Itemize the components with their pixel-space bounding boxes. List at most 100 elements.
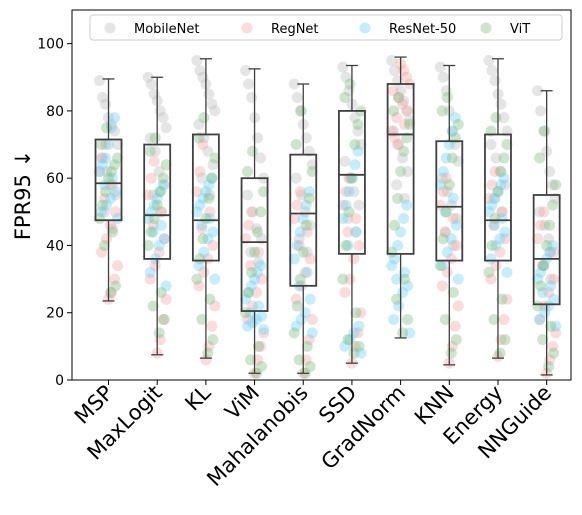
- data-point: [290, 320, 302, 332]
- data-point: [242, 313, 254, 325]
- data-point: [107, 179, 119, 191]
- legend-marker: [480, 22, 492, 34]
- data-point: [209, 152, 221, 164]
- data-point: [537, 260, 549, 272]
- legend-label: ResNet-50: [389, 22, 456, 37]
- data-point: [301, 340, 313, 352]
- data-point: [402, 105, 414, 117]
- data-point: [392, 192, 404, 204]
- data-point: [297, 246, 309, 258]
- data-point: [99, 206, 111, 218]
- data-point: [547, 239, 559, 251]
- data-point: [486, 65, 498, 77]
- data-point: [101, 199, 113, 211]
- y-tick-label: 80: [46, 104, 64, 120]
- data-point: [397, 152, 409, 164]
- data-point: [545, 246, 557, 258]
- data-point: [258, 186, 270, 198]
- data-point: [306, 327, 318, 339]
- data-point: [391, 179, 403, 191]
- data-point: [206, 320, 218, 332]
- data-point: [337, 199, 349, 211]
- data-point: [249, 246, 261, 258]
- legend-label: MobileNet: [134, 22, 199, 37]
- data-point: [297, 213, 309, 225]
- data-point: [94, 75, 106, 87]
- data-point: [202, 253, 214, 265]
- data-point: [251, 223, 263, 235]
- data-point: [112, 213, 124, 225]
- data-point: [100, 139, 112, 151]
- data-point: [293, 239, 305, 251]
- data-point: [393, 91, 405, 103]
- data-point: [342, 334, 354, 346]
- data-point: [147, 219, 159, 231]
- data-point: [251, 313, 263, 325]
- data-point: [399, 266, 411, 278]
- data-point: [306, 159, 318, 171]
- y-axis-label: FPR95 ↓: [11, 150, 35, 240]
- data-point: [145, 78, 157, 90]
- series-resnet-50: [94, 112, 562, 359]
- data-point: [541, 239, 553, 251]
- data-point: [109, 112, 121, 124]
- data-point: [344, 334, 356, 346]
- data-point: [288, 327, 300, 339]
- data-point: [194, 253, 206, 265]
- data-point: [299, 266, 311, 278]
- iqr-box: [435, 140, 464, 262]
- data-point: [534, 313, 546, 325]
- data-point: [160, 280, 172, 292]
- data-point: [436, 260, 448, 272]
- data-point: [398, 145, 410, 157]
- data-point: [538, 260, 550, 272]
- data-point: [207, 159, 219, 171]
- data-point: [110, 206, 122, 218]
- data-point: [245, 307, 257, 319]
- data-point: [452, 300, 464, 312]
- data-point: [499, 334, 511, 346]
- data-point: [203, 88, 215, 100]
- data-point: [194, 65, 206, 77]
- data-point: [100, 152, 112, 164]
- data-point: [290, 139, 302, 151]
- data-point: [494, 233, 506, 245]
- data-point: [538, 260, 550, 272]
- data-point: [288, 78, 300, 90]
- data-point: [386, 246, 398, 258]
- data-point: [440, 152, 452, 164]
- data-point: [196, 219, 208, 231]
- data-point: [240, 65, 252, 77]
- data-point: [550, 179, 562, 191]
- data-point: [342, 213, 354, 225]
- data-point: [198, 112, 210, 124]
- data-point: [391, 273, 403, 285]
- series-mobilenet: [94, 54, 562, 285]
- data-point: [299, 307, 311, 319]
- data-point: [398, 213, 410, 225]
- legend-label: RegNet: [271, 22, 319, 37]
- data-point: [339, 287, 351, 299]
- data-point: [290, 293, 302, 305]
- data-point: [291, 199, 303, 211]
- data-point: [249, 273, 261, 285]
- data-point: [153, 165, 165, 177]
- data-point: [483, 54, 495, 66]
- data-point: [436, 280, 448, 292]
- data-point: [197, 192, 209, 204]
- data-point: [337, 273, 349, 285]
- data-point: [445, 233, 457, 245]
- box-ssd: [338, 64, 366, 364]
- data-point: [395, 165, 407, 177]
- data-point: [202, 233, 214, 245]
- data-point: [440, 172, 452, 184]
- data-point: [94, 213, 106, 225]
- box-knn: [435, 64, 464, 366]
- data-point: [539, 219, 551, 231]
- data-point: [204, 213, 216, 225]
- data-point: [399, 118, 411, 130]
- data-point: [258, 327, 270, 339]
- data-point: [151, 199, 163, 211]
- data-point: [256, 310, 268, 322]
- data-point: [499, 233, 511, 245]
